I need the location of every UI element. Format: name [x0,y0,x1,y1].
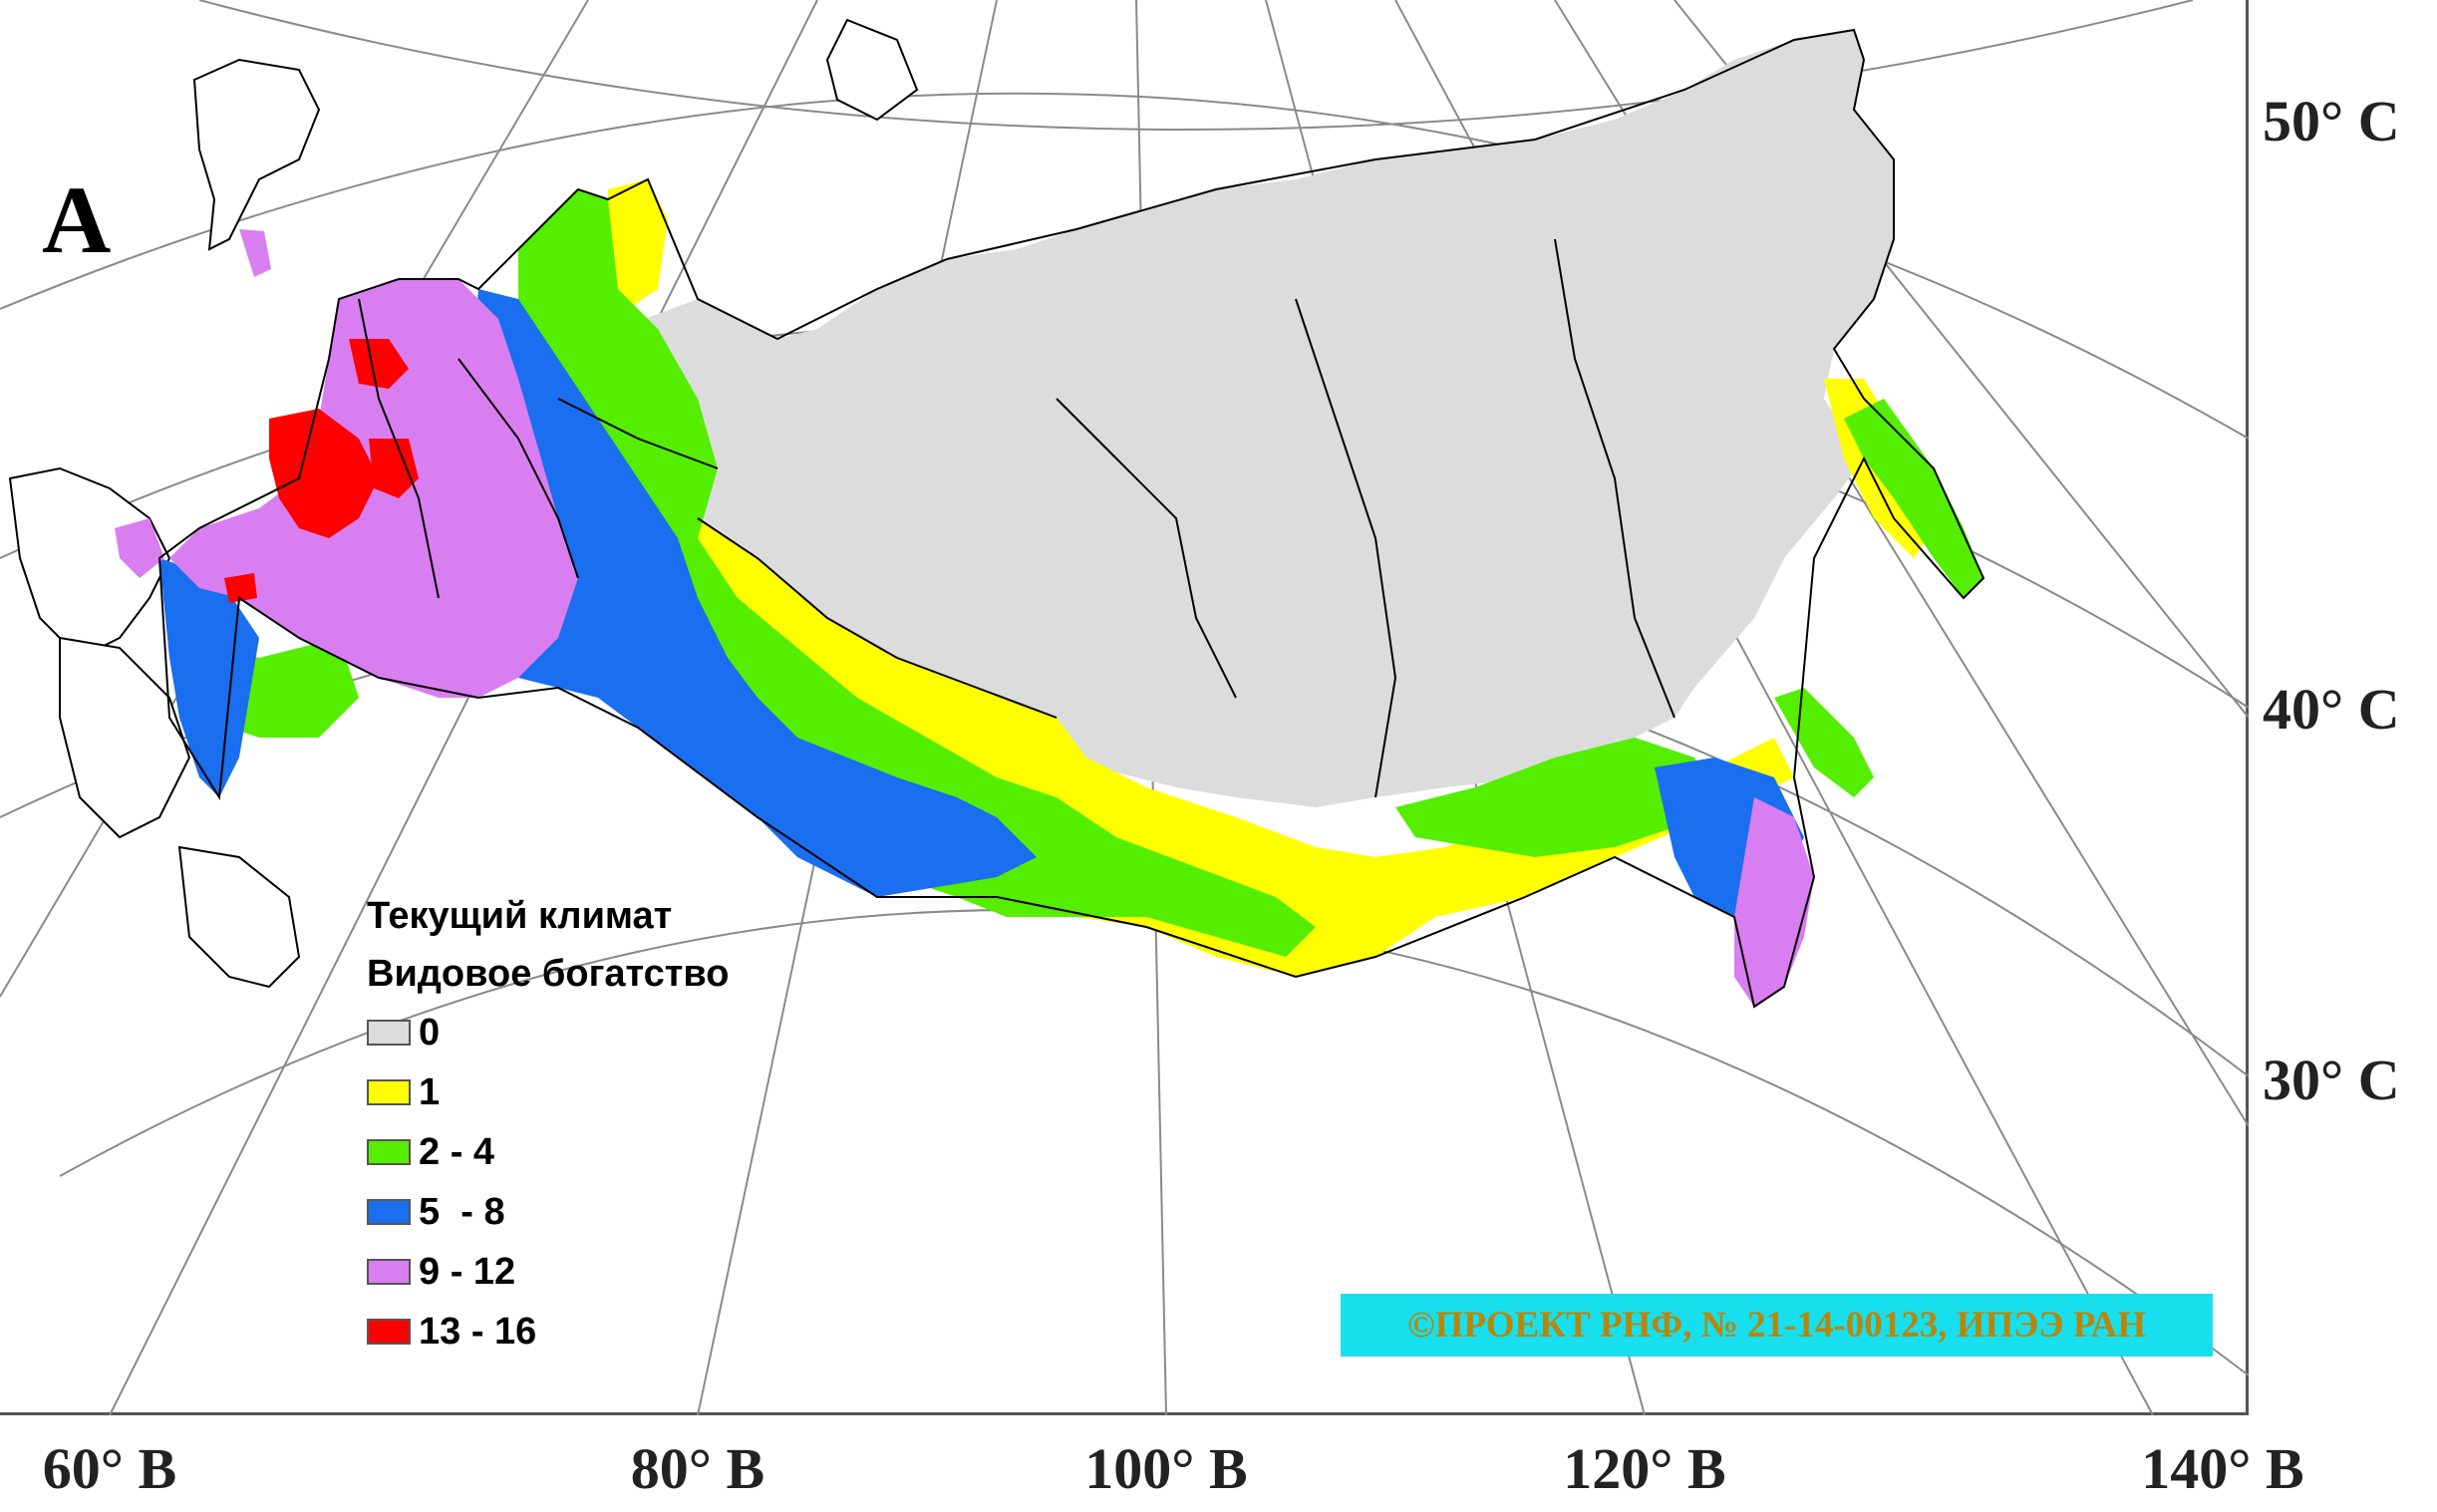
zone-5-8 [159,558,259,797]
legend-swatch [367,1259,411,1285]
project-credit-badge: ©ПРОЕКТ РНФ, № 21-14-00123, ИПЭЭ РАН [1341,1294,2213,1357]
legend-item: 5 - 8 [367,1182,729,1242]
longitude-label-140: 140° В [2141,1436,2304,1501]
legend: Текущий климат Видовое богатство 0 1 2 -… [367,887,729,1361]
zone-9-12 [115,518,164,578]
longitude-label-80: 80° В [630,1436,765,1501]
legend-item: 0 [367,1003,729,1062]
legend-item: 2 - 4 [367,1122,729,1182]
latitude-label-30: 30° С [2263,1048,2400,1112]
neighbouring-land [8,18,919,989]
panel-letter: A [42,166,112,273]
species-richness-map [0,0,2249,1415]
zone-13-16 [224,573,257,603]
legend-label: 13 - 16 [419,1310,537,1353]
longitude-label-100: 100° В [1084,1436,1248,1501]
zone-1 [608,179,668,309]
zone-13-16 [369,439,419,498]
latitude-label-40: 40° С [2263,677,2400,742]
legend-label: 2 - 4 [419,1130,495,1173]
legend-swatch [367,1319,411,1345]
legend-swatch [367,1020,411,1046]
zone-2-4 [1844,399,1983,598]
zone-2-4 [1395,738,1714,857]
legend-swatch [367,1139,411,1165]
richness-zones [115,30,1983,1007]
zone-13-16 [349,339,409,389]
legend-item: 9 - 12 [367,1242,729,1302]
legend-swatch [367,1199,411,1225]
zone-13-16 [269,409,379,538]
zone-9-12 [239,229,271,277]
longitude-label-120: 120° В [1563,1436,1726,1501]
longitude-line [109,0,818,1415]
latitude-line [0,92,2249,440]
zone-9-12 [1734,797,1814,1007]
legend-swatch [367,1079,411,1105]
legend-label: 9 - 12 [419,1250,516,1293]
legend-item: 13 - 16 [367,1302,729,1361]
zone-0 [618,30,1894,807]
longitude-label-60: 60° В [42,1436,177,1501]
latitude-label-50: 50° С [2263,89,2400,153]
legend-item: 1 [367,1062,729,1122]
zone-5-8 [468,289,1037,897]
latitude-line [198,0,2194,131]
legend-title-climate: Текущий климат [367,895,673,937]
legend-label: 1 [419,1070,441,1113]
zone-2-4 [1774,688,1874,797]
legend-title-richness: Видовое богатство [367,953,730,995]
legend-label: 0 [419,1011,441,1054]
legend-label: 5 - 8 [419,1190,505,1233]
boundaries [157,28,1985,1009]
